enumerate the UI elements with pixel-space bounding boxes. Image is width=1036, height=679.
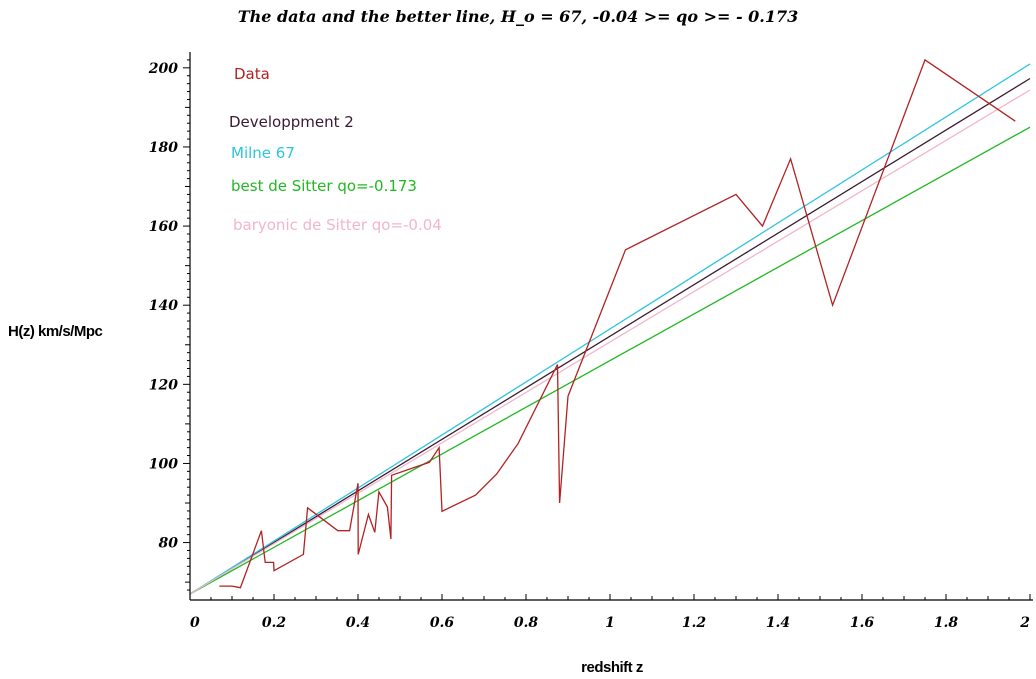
x-tick-label: 0.4 — [346, 615, 370, 631]
legend: Data Developpment 2 Milne 67 best de Sitter… — [229, 65, 442, 234]
legend-entry-milne-67: Milne 67 — [231, 144, 295, 162]
x-tick-label: 0.8 — [514, 615, 539, 631]
y-tick-label: 180 — [149, 140, 178, 156]
x-tick-label: 0.6 — [430, 615, 455, 631]
y-tick-label: 80 — [159, 536, 179, 552]
x-tick-label: 1.4 — [766, 615, 790, 631]
y-tick-label: 140 — [149, 298, 178, 314]
y-tick-label: 100 — [149, 456, 178, 472]
x-axis-label: redshift z — [581, 659, 643, 676]
series-line-developpment-2 — [189, 77, 1031, 595]
y-axis-label: H(z) km/s/Mpc — [8, 323, 103, 340]
legend-entry-baryonic-de-sitter-qo-0-04: baryonic de Sitter qo=-0.04 — [233, 216, 442, 234]
legend-entry-developpment-2: Developpment 2 — [229, 113, 354, 131]
y-tick-label: 200 — [148, 61, 178, 77]
series-line-best-de-sitter-qo-0-173 — [189, 126, 1031, 595]
series-line-data — [219, 58, 1016, 589]
legend-entry-data: Data — [234, 65, 270, 83]
series-layer — [189, 58, 1031, 595]
x-tick-label: 1.6 — [850, 615, 875, 631]
y-axis-ticks: 80 100 120 140 160 180 200 — [148, 59, 190, 591]
series-line-baryonic-de-sitter-qo-0-04 — [189, 89, 1031, 595]
y-tick-label: 120 — [149, 377, 178, 393]
x-tick-label: 1 — [605, 615, 615, 631]
x-tick-label: 2 — [1019, 615, 1030, 631]
x-tick-label: 1.2 — [682, 615, 707, 631]
x-tick-label: 0 — [190, 615, 200, 631]
x-axis-ticks: 0 0.2 0.4 0.6 0.8 1 1.2 1.4 1.6 1.8 2 — [189, 594, 1031, 631]
x-tick-label: 0.2 — [262, 615, 287, 631]
y-tick-label: 160 — [149, 219, 178, 235]
legend-entry-best-de-sitter-qo-0-173: best de Sitter qo=-0.173 — [231, 177, 417, 195]
x-tick-label: 1.8 — [934, 615, 959, 631]
chart-title: The data and the better line, H_o = 67, … — [238, 7, 799, 26]
